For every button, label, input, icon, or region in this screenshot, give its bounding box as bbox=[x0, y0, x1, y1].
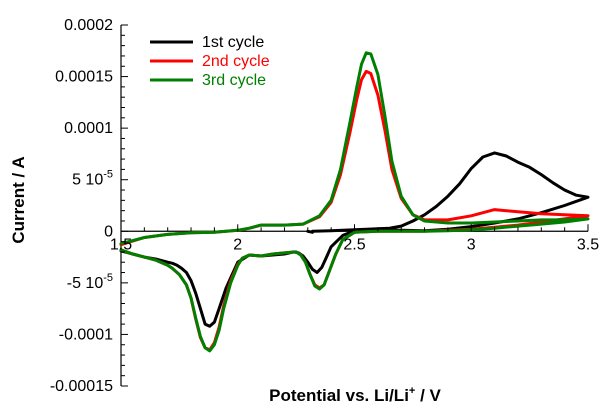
legend-label: 3rd cycle bbox=[202, 72, 266, 89]
series-line-3rd-cycle bbox=[119, 51, 590, 353]
y-tick-label: -5 10-5 bbox=[67, 272, 113, 292]
y-tick-label: 0.00015 bbox=[55, 69, 113, 86]
y-tick-label: -0.0001 bbox=[59, 326, 113, 343]
x-axis-title-superscript: + bbox=[409, 385, 415, 397]
y-tick-label: 0 bbox=[104, 223, 113, 240]
x-axis-title: Potential vs. Li/Li+ / V bbox=[269, 385, 441, 405]
y-tick-label: -0.00015 bbox=[50, 378, 113, 395]
x-tick-label: 3 bbox=[467, 236, 476, 253]
x-axis-title-main: Potential vs. Li/Li bbox=[269, 386, 409, 405]
tick-layer: -0.00015 -0.0001 -5 10-5 0 5 10-5 0.0001 0.000… bbox=[50, 17, 599, 395]
legend: 1st cycle 2nd cycle 3rd cycle bbox=[150, 34, 270, 89]
y-tick-label: 0.0002 bbox=[64, 17, 113, 34]
x-tick-label: 1.5 bbox=[110, 236, 132, 253]
series-layer bbox=[119, 51, 590, 353]
legend-label: 2nd cycle bbox=[202, 53, 270, 70]
series-line-1st-cycle bbox=[119, 151, 590, 328]
x-axis-title-unit: / V bbox=[415, 386, 441, 405]
x-tick-label: 2.5 bbox=[343, 236, 365, 253]
y-tick-label: 5 10-5 bbox=[72, 169, 113, 189]
y-tick-exponent: -5 bbox=[103, 272, 113, 284]
y-tick-exponent: -5 bbox=[103, 169, 113, 181]
y-tick-label: 0.0001 bbox=[64, 120, 113, 137]
x-tick-label: 2 bbox=[233, 236, 242, 253]
series-line-2nd-cycle bbox=[119, 69, 590, 352]
legend-label: 1st cycle bbox=[202, 34, 264, 51]
x-tick-label: 3.5 bbox=[577, 236, 599, 253]
y-axis-title: Current / A bbox=[9, 156, 28, 243]
